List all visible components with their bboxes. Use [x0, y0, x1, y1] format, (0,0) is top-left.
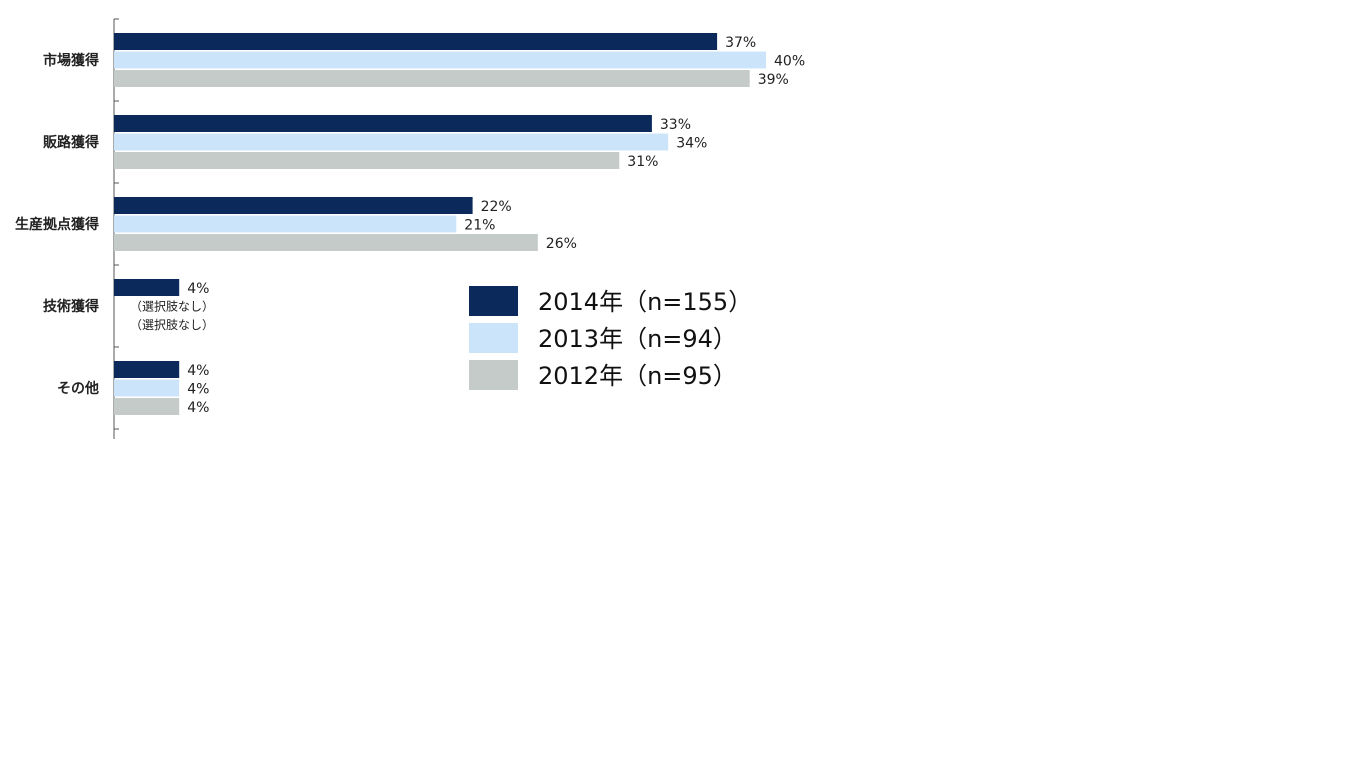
data-label: 26% [546, 236, 577, 252]
bar [114, 33, 718, 50]
data-label: 31% [627, 154, 658, 170]
bar [114, 133, 669, 151]
legend-swatch [469, 360, 518, 390]
labels-layer: 市場獲得 37% 40% 39% 販路獲得 33% 34% 31% 生産拠点獲得 22% 21% 26… [15, 35, 805, 416]
data-label: 4% [187, 400, 209, 416]
legend: 2014年（n=155） 2013年（n=94） 2012年（n=95） [469, 286, 752, 390]
bar [114, 361, 180, 378]
category-label: 市場獲得 [43, 52, 99, 69]
data-label: 22% [481, 199, 512, 215]
data-label: 4% [187, 382, 209, 398]
category-label: 販路獲得 [43, 134, 99, 151]
legend-swatch [469, 286, 518, 316]
bars-layer [114, 33, 766, 415]
legend-label: 2014年（n=155） [538, 288, 752, 316]
bar [114, 234, 538, 251]
bar [114, 379, 180, 397]
bar [114, 398, 180, 415]
bar [114, 51, 766, 69]
data-label: 21% [464, 218, 495, 234]
bar [114, 152, 620, 169]
bar [114, 115, 652, 132]
data-label: 40% [774, 54, 805, 70]
bar [114, 279, 180, 296]
data-label: 34% [676, 136, 707, 152]
bar [114, 215, 457, 233]
bar [114, 70, 750, 87]
data-label: 33% [660, 117, 691, 133]
legend-label: 2012年（n=95） [538, 362, 737, 390]
category-label: 生産拠点獲得 [15, 216, 99, 233]
data-label: 39% [758, 72, 789, 88]
not-applicable-label: （選択肢なし） [130, 317, 214, 332]
category-label: その他 [57, 380, 99, 397]
legend-swatch [469, 323, 518, 353]
data-label: 4% [187, 363, 209, 379]
legend-label: 2013年（n=94） [538, 325, 737, 353]
category-label: 技術獲得 [43, 298, 99, 315]
bar [114, 197, 473, 214]
not-applicable-label: （選択肢なし） [130, 299, 214, 314]
data-label: 37% [725, 35, 756, 51]
data-label: 4% [187, 281, 209, 297]
